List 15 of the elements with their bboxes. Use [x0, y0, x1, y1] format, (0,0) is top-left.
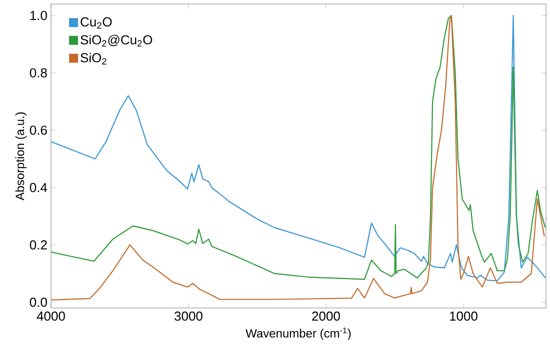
y-axis-title: Absorption (a.u.) [15, 112, 27, 200]
legend-label: SiO$_{2}$@Cu$_{2}$O [80, 34, 152, 47]
y-tick-label: 0.6 [30, 126, 47, 135]
x-axis-title: Wavenumber (cm$^{-1}$) [246, 328, 351, 340]
legend-label: Cu$_{2}$O [80, 17, 112, 29]
x-tick-label: 4000 [36, 312, 65, 321]
x-tick-label: 2000 [312, 312, 340, 321]
y-tick-label: 0.4 [30, 182, 48, 192]
legend-label: SiO$_{2}$ [80, 52, 106, 64]
y-tick-label: 0.2 [30, 240, 47, 250]
x-tick-label: 1000 [450, 312, 478, 321]
y-tick-label: 0.0 [30, 298, 47, 307]
y-tick-label: 1.0 [30, 10, 47, 20]
y-tick-label: 0.8 [30, 68, 47, 78]
x-tick-label: 3000 [174, 312, 202, 321]
